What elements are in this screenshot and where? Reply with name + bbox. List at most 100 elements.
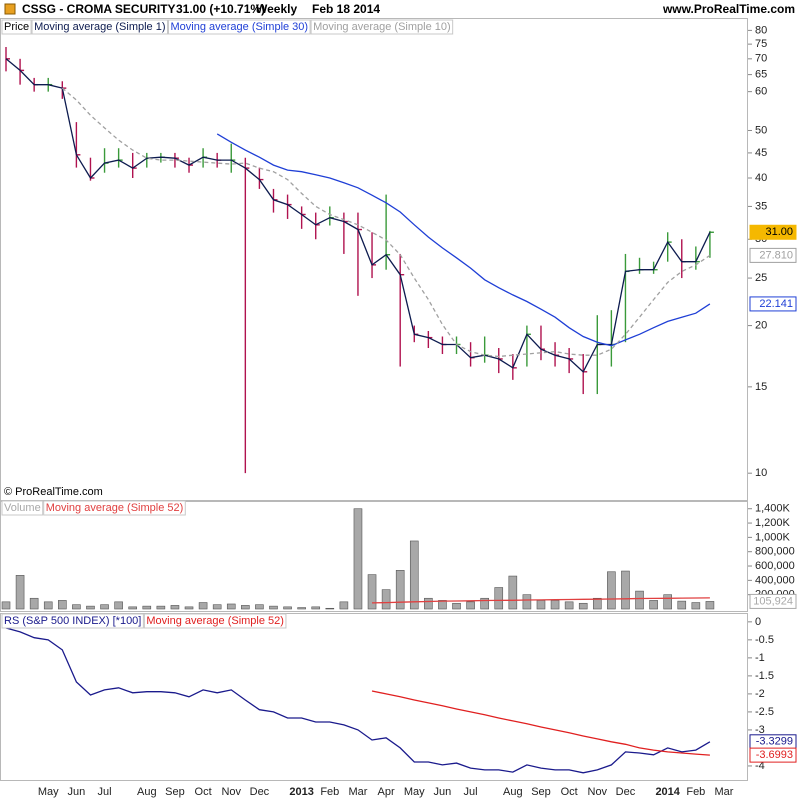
y-tick-label: 45 [755,147,767,159]
y-tick-label: 1,000K [755,531,791,543]
volume-bar [283,606,292,610]
volume-bar [522,594,532,610]
volume-bar [15,575,25,610]
volume-bar [142,605,152,610]
legend-entry: Volume [4,502,41,514]
volume-bar [241,605,250,610]
volume-bar [536,600,546,610]
value-label: 22.141 [759,298,793,310]
volume-bar [1,601,11,610]
value-label: -3.6993 [756,749,793,761]
x-tick-label: Dec [250,786,270,798]
rs-panel [0,613,748,781]
volume-bar [29,597,39,610]
y-tick-label: -4 [755,760,765,772]
y-tick-label: -3 [755,724,765,736]
legend-box [143,613,287,629]
volume-bar [156,605,166,610]
date: Feb 18 2014 [312,2,380,16]
legend-entry: RS (S&P 500 INDEX) [*100] [4,615,141,627]
y-tick-label: 1,400K [755,503,791,515]
y-tick-label: 20 [755,319,767,331]
x-tick-label: Aug [137,786,157,798]
x-tick-label: 2014 [655,786,680,798]
legend-box [1,500,44,516]
volume-bar [269,605,278,610]
line-series [61,87,711,358]
volume-bar [635,590,644,610]
volume-bar [367,574,377,610]
volume-bar [381,589,391,610]
y-tick-label: 40 [755,172,767,184]
y-tick-label: 400,000 [755,574,795,586]
volume-bar [72,604,81,610]
volume-bar [311,606,321,610]
volume-bar [184,606,194,610]
y-tick-label: 10 [755,467,767,479]
legend-entry: Price [4,21,29,33]
value-label-box [749,224,797,240]
volume-bar [128,606,138,610]
y-tick-label: 0 [755,616,761,628]
copyright: © ProRealTime.com [4,486,103,498]
volume-bar [508,575,518,610]
y-tick-label: 600,000 [755,560,795,572]
volume-bar [663,594,672,610]
logo [4,3,16,15]
volume-bar [550,600,560,610]
value-label-box [749,747,797,763]
legend-entry: Moving average (Simple 10) [313,21,451,33]
volume-bar [170,605,180,610]
volume-bar [466,601,475,610]
y-tick-label: 25 [755,272,767,284]
y-tick-label: -0.5 [755,634,774,646]
volume-bar [607,571,616,610]
volume-bar [58,600,67,610]
y-tick-label: -1.5 [755,670,774,682]
x-tick-label: Feb [320,786,339,798]
x-tick-label: Mar [348,786,367,798]
quote: 31.00 (+10.71%) [176,2,265,16]
volume-panel [0,501,748,612]
price-panel [0,18,748,501]
value-label: 31.00 [765,226,793,238]
y-tick-label: 80 [755,24,767,36]
source: www.ProRealTime.com [662,2,795,16]
volume-bar [452,602,461,610]
value-label: 27.810 [759,249,793,261]
volume-bar [564,601,574,610]
volume-bar [43,601,53,610]
x-tick-label: Apr [378,786,395,798]
volume-bar [86,605,95,610]
x-tick-label: Dec [616,786,636,798]
line-series [5,627,711,774]
value-label: 105,924 [753,595,793,607]
volume-bar [621,570,630,610]
period: Weekly [256,2,297,16]
volume-bar [297,607,306,610]
x-tick-label: Nov [588,786,608,798]
y-tick-label: 35 [755,200,767,212]
line-series [216,133,711,347]
x-tick-label: Nov [221,786,241,798]
value-label-box [749,296,797,312]
y-tick-label: 800,000 [755,546,795,558]
line-series [371,597,710,604]
legend-box [1,613,144,629]
x-tick-label: Sep [165,786,185,798]
x-tick-label: Mar [715,786,734,798]
x-tick-label: Jul [98,786,112,798]
volume-bar [100,604,109,610]
y-tick-label: 1,200K [755,517,791,529]
x-tick-label: Jun [434,786,452,798]
x-tick-label: May [38,786,59,798]
volume-bar [198,602,208,610]
legend-entry: Moving average (Simple 52) [146,615,284,627]
volume-bar [409,540,419,610]
volume-bar [705,601,715,610]
volume-bar [339,601,349,610]
volume-bar [578,602,588,610]
volume-bar [592,597,602,610]
volume-bar [438,600,447,610]
